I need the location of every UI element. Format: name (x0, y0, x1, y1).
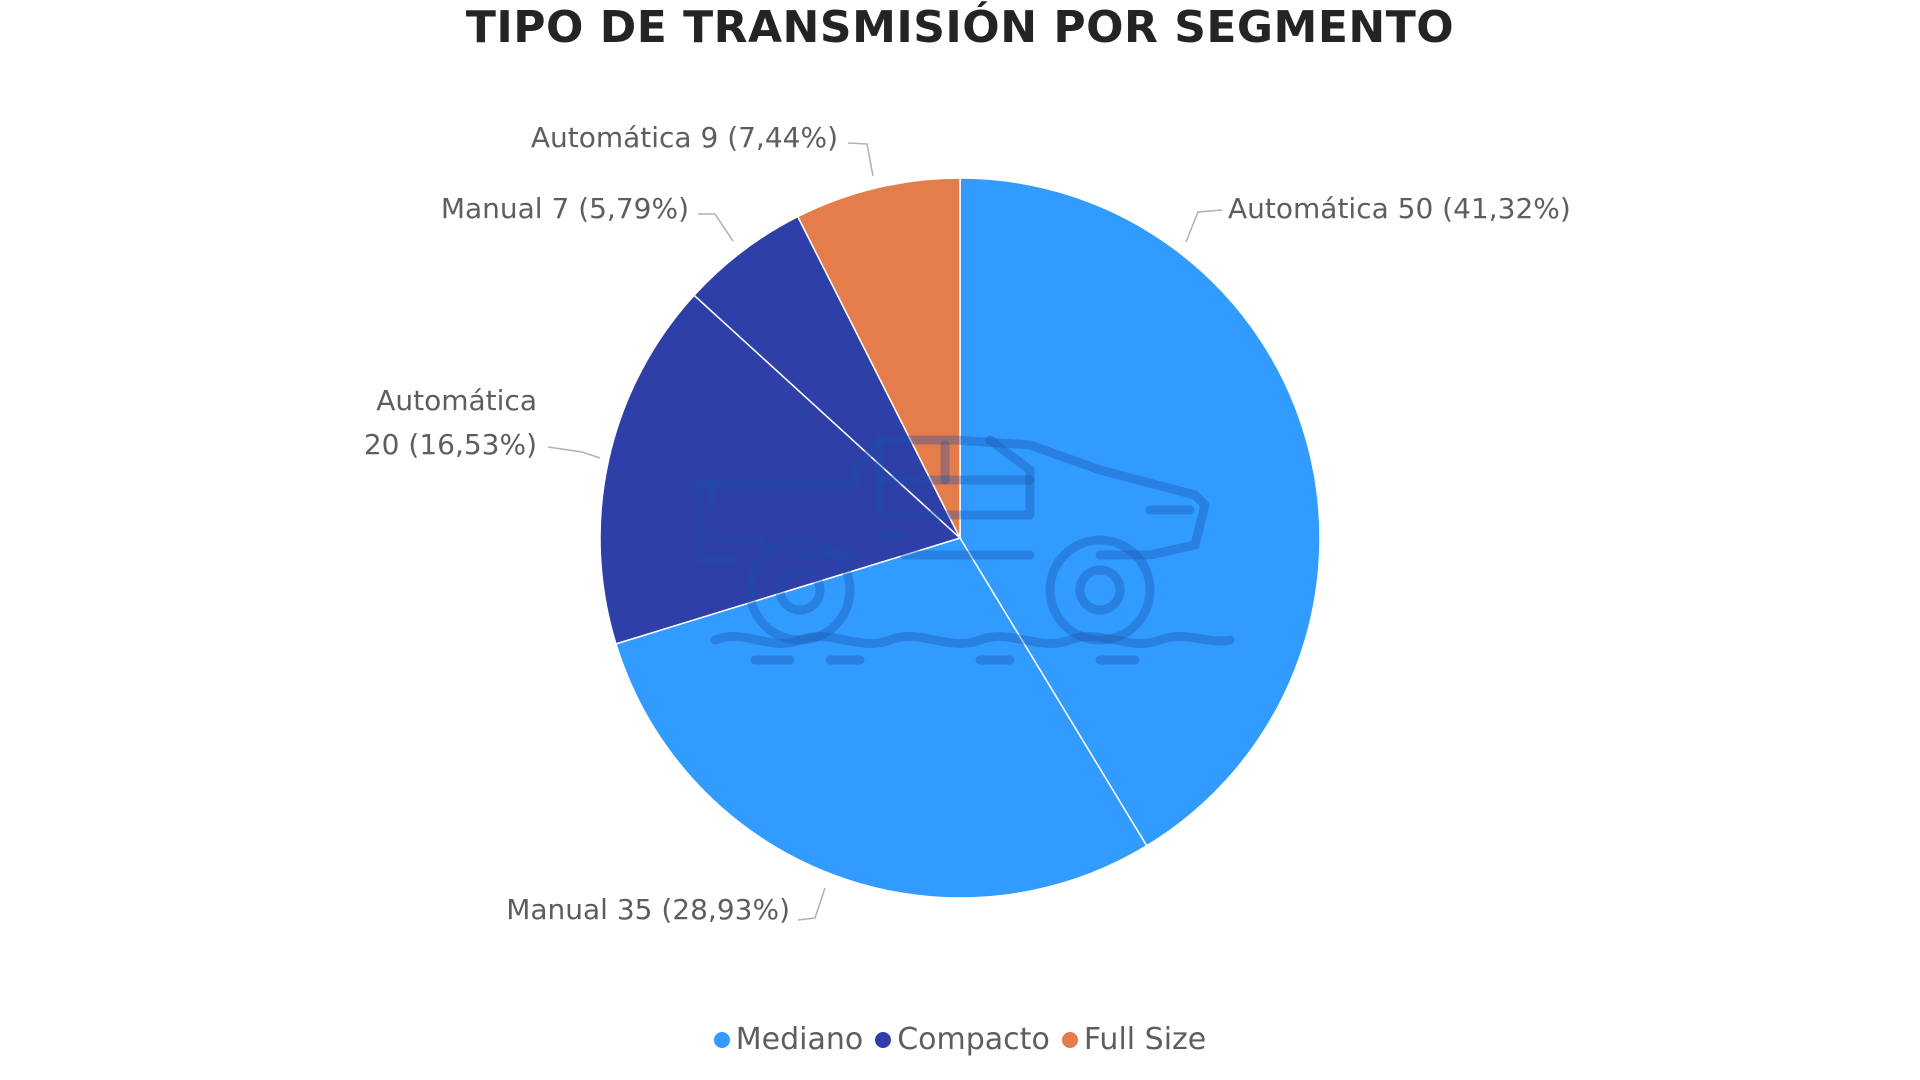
pie-slice-compacto-automatica[interactable] (599, 294, 962, 645)
legend-label: Compacto (897, 1022, 1050, 1057)
data-label: Automática 9 (7,44%) (531, 121, 838, 154)
pie-slice-compacto-manual[interactable] (693, 215, 961, 539)
legend-label: Mediano (735, 1022, 864, 1057)
legend-item-full-size[interactable]: Full Size (1061, 1022, 1207, 1057)
legend-item-mediano[interactable]: Mediano (713, 1022, 864, 1057)
legend-marker (875, 1031, 892, 1048)
pie-slice-full-size-automatica[interactable] (796, 177, 961, 539)
legend-marker (713, 1031, 730, 1048)
leader-line (1185, 209, 1223, 243)
legend-item-compacto[interactable]: Compacto (875, 1022, 1050, 1057)
pickup-truck-icon (695, 435, 1235, 665)
data-label: Manual 35 (28,93%) (506, 893, 790, 926)
pie-slice-mediano-manual[interactable] (614, 537, 1148, 899)
data-label: Automática 50 (41,32%) (1228, 192, 1571, 225)
legend-label: Full Size (1083, 1022, 1207, 1057)
data-label: Manual 7 (5,79%) (441, 192, 689, 225)
data-label: Automática 20 (16,53%) (364, 384, 537, 461)
leader-line (797, 887, 826, 921)
leader-line (847, 142, 874, 177)
chart-title: TIPO DE TRANSMISIÓN POR SEGMENTO (465, 2, 1455, 53)
chart-legend: Mediano Compacto Full Size (0, 1022, 1920, 1057)
leader-line (698, 213, 734, 242)
legend-marker (1061, 1031, 1078, 1048)
pie-slice-mediano-automatica[interactable] (959, 177, 1321, 847)
leader-line (547, 446, 601, 459)
